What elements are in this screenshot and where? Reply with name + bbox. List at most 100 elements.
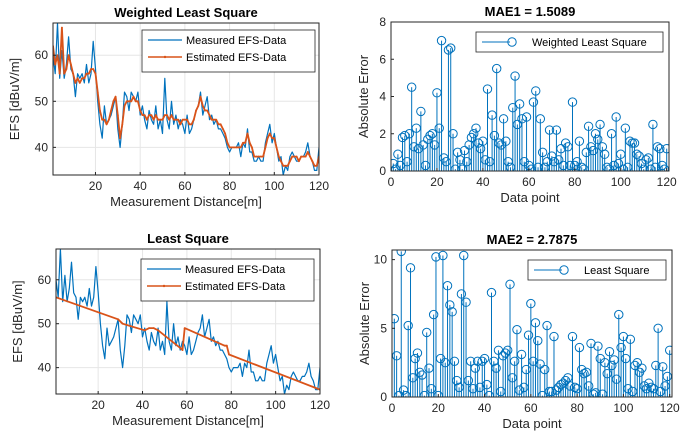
error-marker	[405, 263, 416, 273]
error-marker	[579, 368, 589, 379]
measured-efs-line	[56, 249, 320, 394]
legend-label: Weighted Least Square	[532, 37, 647, 49]
estimated-efs-point	[291, 155, 294, 158]
legend-box	[141, 29, 316, 73]
y-axis-label: EFS [dBuV/m]	[7, 58, 22, 140]
error-marker	[607, 360, 617, 371]
estimated-efs-point	[85, 72, 88, 75]
estimated-efs-point	[96, 91, 99, 93]
x-tick-label: 60	[180, 398, 194, 412]
legend-estimated-marker	[162, 284, 166, 288]
estimated-efs-point	[300, 155, 303, 158]
error-marker	[616, 342, 626, 353]
x-tick-label: 120	[657, 175, 677, 189]
estimated-efs-point	[259, 155, 262, 158]
error-marker	[416, 106, 426, 117]
estimated-efs-point	[195, 109, 197, 112]
error-marker	[593, 134, 603, 145]
error-marker	[630, 360, 640, 371]
estimated-efs-point	[168, 118, 171, 121]
estimated-efs-point	[121, 123, 124, 126]
y-tick-label: 50	[38, 317, 52, 331]
x-axis-label: Measurement Distance[m]	[112, 413, 264, 428]
estimated-efs-point	[117, 318, 120, 321]
error-marker	[618, 331, 629, 342]
estimated-efs-point	[145, 118, 148, 121]
error-marker	[438, 250, 448, 261]
plot-area	[392, 250, 672, 397]
error-marker	[412, 348, 423, 358]
estimated-efs-point	[116, 114, 119, 117]
estimated-efs-point	[157, 118, 159, 121]
error-marker	[477, 356, 487, 366]
estimated-efs-point	[63, 72, 66, 75]
estimated-efs-point	[246, 132, 249, 135]
estimated-efs-point	[284, 164, 287, 167]
x-tick-label: 40	[133, 179, 147, 193]
error-marker	[471, 123, 481, 133]
estimated-efs-point	[223, 344, 226, 347]
estimated-efs-point	[132, 95, 135, 98]
estimated-efs-point	[244, 141, 247, 144]
chart-title: Weighted Least Square	[114, 5, 258, 20]
error-marker	[396, 250, 406, 257]
estimated-efs-point	[76, 77, 79, 80]
estimated-efs-point	[65, 68, 68, 70]
error-marker	[445, 300, 455, 310]
estimated-efs-point	[304, 155, 307, 158]
error-marker	[567, 97, 578, 107]
estimated-efs-point	[56, 54, 59, 57]
estimated-efs-point	[166, 114, 168, 117]
estimated-efs-point	[273, 137, 276, 140]
error-marker	[501, 136, 511, 146]
estimated-efs-point	[125, 100, 128, 103]
estimated-efs-point	[74, 81, 77, 84]
estimated-efs-point	[302, 155, 305, 158]
estimated-efs-point	[257, 155, 260, 158]
estimated-efs-point	[221, 128, 224, 130]
estimated-efs-point	[206, 109, 209, 112]
estimated-efs-point	[266, 137, 269, 140]
error-marker	[422, 327, 432, 338]
estimated-efs-point	[201, 105, 204, 107]
plot-area	[391, 35, 669, 171]
error-marker	[613, 158, 624, 169]
estimated-efs-point	[69, 63, 72, 66]
estimated-efs-point	[99, 109, 101, 112]
estimated-efs-point	[204, 109, 206, 112]
chart-title: MAE2 = 2.7875	[487, 232, 578, 247]
error-marker	[403, 320, 413, 331]
x-axis-label: Data point	[500, 190, 560, 205]
error-marker	[469, 129, 479, 139]
estimated-efs-point	[128, 100, 130, 103]
x-axis-label: Measurement Distance[m]	[110, 194, 262, 209]
error-marker	[533, 335, 543, 346]
error-marker	[574, 136, 585, 146]
estimated-efs-point	[179, 123, 182, 126]
estimated-efs-point	[141, 114, 144, 117]
estimated-efs-point	[152, 118, 155, 121]
y-tick-label: 4	[379, 90, 386, 104]
y-tick-label: 10	[374, 253, 388, 267]
error-marker	[459, 250, 469, 261]
estimated-efs-point	[186, 118, 189, 121]
error-marker	[410, 353, 420, 364]
x-tick-label: 40	[478, 401, 492, 415]
error-marker	[431, 252, 441, 262]
estimated-efs-point	[268, 132, 271, 135]
estimated-efs-point	[251, 146, 253, 149]
error-marker	[531, 86, 541, 96]
estimated-efs-point	[309, 155, 311, 158]
x-tick-label: 80	[223, 179, 237, 193]
estimated-efs-point	[228, 353, 230, 356]
error-marker	[442, 281, 453, 291]
estimated-efs-point	[107, 118, 110, 121]
error-marker	[482, 84, 493, 94]
error-marker	[491, 63, 502, 74]
error-marker	[611, 112, 621, 122]
chart-title: MAE1 = 1.5089	[485, 4, 576, 19]
estimated-efs-point	[235, 146, 238, 149]
error-marker	[632, 357, 642, 368]
estimated-efs-point	[181, 118, 184, 121]
y-axis-label: Absolute Error	[357, 281, 372, 365]
